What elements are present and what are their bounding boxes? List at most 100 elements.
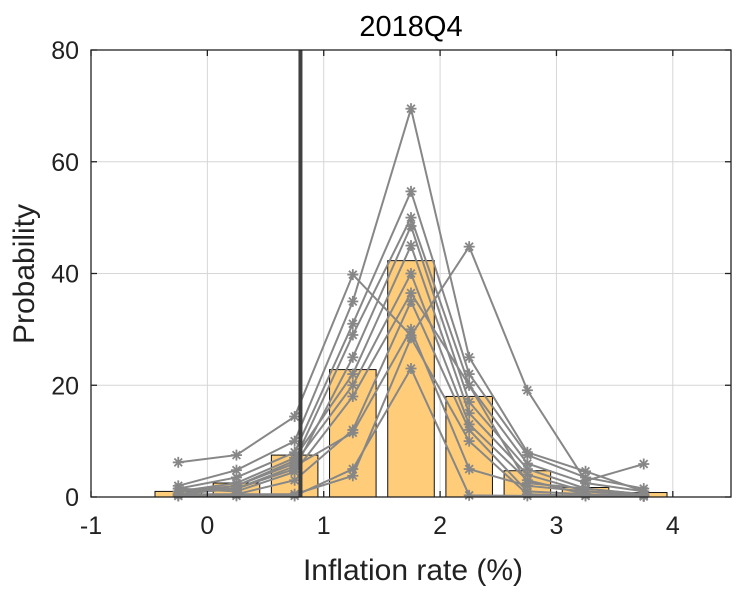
- series-point-stroke: [406, 221, 416, 231]
- series-point-stroke: [290, 436, 300, 446]
- chart-title: 2018Q4: [359, 11, 462, 43]
- x-tick-label: 2: [433, 512, 447, 540]
- series-point: [347, 269, 359, 281]
- x-axis-label: Inflation rate (%): [303, 554, 523, 587]
- series-point-stroke: [348, 319, 358, 329]
- series-point-stroke: [464, 425, 474, 435]
- series-point-stroke: [231, 491, 241, 501]
- series-point-stroke: [406, 296, 416, 306]
- series-point: [405, 362, 417, 374]
- series-lines: [172, 103, 650, 502]
- series-point-stroke: [464, 436, 474, 446]
- series-point-stroke: [464, 408, 474, 418]
- series-point-stroke: [639, 459, 649, 469]
- series-point: [347, 295, 359, 307]
- series-point-stroke: [406, 241, 416, 251]
- series-point-stroke: [173, 491, 183, 501]
- series-point: [463, 407, 475, 419]
- series-point-stroke: [290, 491, 300, 501]
- series-point: [405, 268, 417, 279]
- series-point-stroke: [464, 242, 474, 252]
- series-point: [289, 474, 301, 486]
- series-point-stroke: [231, 450, 241, 460]
- series-point-stroke: [290, 461, 300, 471]
- series-point: [230, 449, 242, 461]
- y-tick-label: 0: [65, 484, 79, 512]
- series-point-stroke: [522, 481, 532, 491]
- series-point-stroke: [464, 490, 474, 500]
- series-point: [347, 427, 359, 439]
- series-point-stroke: [464, 464, 474, 474]
- series-point: [463, 424, 475, 436]
- series-point-stroke: [348, 270, 358, 280]
- series-point-stroke: [464, 369, 474, 379]
- series-point-stroke: [348, 369, 358, 379]
- series-point-stroke: [522, 450, 532, 460]
- series-point-stroke: [231, 465, 241, 475]
- series-point-stroke: [406, 213, 416, 223]
- series-point: [347, 329, 359, 341]
- series-point-stroke: [348, 352, 358, 362]
- series-point-stroke: [348, 391, 358, 401]
- y-axis-label: Probability: [8, 204, 41, 344]
- series-point-stroke: [348, 471, 358, 481]
- series-point: [638, 458, 650, 470]
- x-tick-label: 3: [550, 512, 564, 540]
- series-point-stroke: [581, 491, 591, 501]
- series-point: [289, 490, 301, 502]
- series-point: [405, 332, 417, 344]
- series-point: [405, 220, 417, 232]
- series-point: [463, 396, 475, 408]
- series-point: [463, 435, 475, 447]
- series-point: [347, 390, 359, 402]
- series-point: [521, 384, 533, 396]
- y-tick-label: 40: [51, 261, 79, 289]
- series-point: [172, 490, 184, 502]
- series-point: [463, 489, 475, 501]
- series-point: [463, 368, 475, 380]
- series-point-stroke: [406, 324, 416, 334]
- series-point-stroke: [173, 457, 183, 467]
- y-tick-label: 20: [51, 372, 79, 400]
- series-point: [347, 318, 359, 330]
- series-point-stroke: [522, 385, 532, 395]
- series-point-stroke: [406, 268, 416, 279]
- series-point: [405, 185, 417, 197]
- series-point: [347, 368, 359, 380]
- series-point-stroke: [290, 475, 300, 485]
- x-tick-label: 0: [200, 512, 214, 540]
- series-point: [463, 351, 475, 363]
- series-point: [347, 351, 359, 363]
- series-point-stroke: [290, 412, 300, 422]
- series-point: [580, 490, 592, 502]
- series-point: [405, 240, 417, 252]
- series-point-stroke: [406, 104, 416, 114]
- y-ticks: 0 20 40 60 80: [51, 37, 731, 512]
- series-point-stroke: [348, 330, 358, 340]
- series-point-stroke: [464, 397, 474, 407]
- series-point: [289, 460, 301, 472]
- series-point-stroke: [406, 288, 416, 298]
- x-tick-label: 4: [666, 512, 680, 540]
- series-point-stroke: [522, 491, 532, 501]
- series-point: [463, 241, 475, 253]
- series-point-stroke: [348, 464, 358, 474]
- series-point-stroke: [348, 428, 358, 438]
- series-point: [463, 379, 475, 391]
- series-point: [521, 490, 533, 502]
- series-point: [289, 435, 301, 447]
- y-tick-label: 80: [51, 37, 79, 65]
- series-point-stroke: [406, 363, 416, 374]
- series-point: [463, 463, 475, 475]
- series-point: [405, 103, 417, 115]
- x-tick-label: 1: [317, 512, 331, 540]
- series-point-stroke: [406, 333, 416, 343]
- series-point: [405, 323, 417, 335]
- series-point: [289, 411, 301, 423]
- series-point-stroke: [464, 380, 474, 390]
- series-point-stroke: [348, 296, 358, 306]
- series-point: [347, 379, 359, 391]
- series-point-stroke: [406, 186, 416, 196]
- series-point-stroke: [348, 380, 358, 390]
